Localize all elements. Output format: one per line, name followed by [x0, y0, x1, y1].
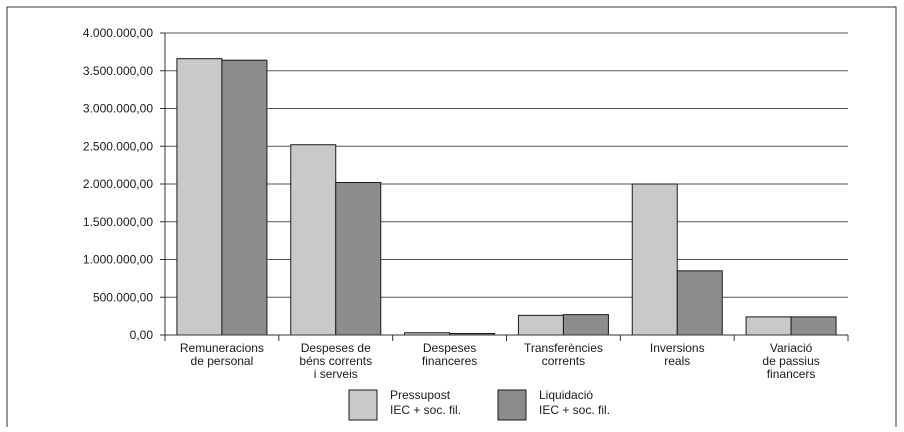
y-tick-label: 2.000.000,00: [83, 177, 153, 191]
y-tick-label: 1.500.000,00: [83, 215, 153, 229]
x-category-label: Inversions reals: [650, 341, 705, 368]
x-category-label-line: de passius: [762, 354, 819, 368]
bar: [790, 316, 837, 336]
bar: [676, 270, 723, 336]
legend-swatch: [497, 389, 527, 421]
y-tick-label: 500.000,00: [93, 290, 153, 304]
x-category-label-line: Variació: [770, 341, 813, 355]
legend-label: Liquidació IEC + soc. fil.: [539, 388, 610, 417]
bar: [517, 314, 564, 336]
y-tick-label: 3.500.000,00: [83, 64, 153, 78]
bar: [562, 314, 609, 336]
bar: [176, 58, 223, 336]
x-category-label-line: Inversions: [650, 341, 705, 355]
y-tick-label: 2.500.000,00: [83, 139, 153, 153]
x-category-label-line: Remuneracions: [180, 341, 264, 355]
bar: [745, 316, 792, 336]
x-category-label: Transferències corrents: [524, 341, 603, 368]
x-category-label: Despeses financeres: [422, 341, 477, 368]
bar: [290, 144, 337, 336]
y-tick-label: 1.000.000,00: [83, 253, 153, 267]
x-category-label-line: financeres: [422, 354, 477, 368]
y-tick-label: 3.000.000,00: [83, 102, 153, 116]
x-category-label-line: Despeses: [423, 341, 476, 355]
x-category-label-line: Despeses de: [301, 341, 371, 355]
x-category-label: Remuneracions de personal: [180, 341, 264, 368]
y-tick-label: 4.000.000,00: [83, 26, 153, 40]
axes: [164, 33, 849, 341]
x-category-label-line: corrents: [542, 354, 585, 368]
x-axis-category-labels: Remuneracions de personal Despeses de béns …: [180, 341, 820, 381]
legend: Pressupost IEC + soc. fil.Liquidació IEC +…: [348, 388, 610, 421]
x-category-label: Variació de passius financers: [762, 341, 819, 381]
y-axis-tick-labels: 0,00 500.000,00 1.000.000,00 1.500.000,00 2.…: [83, 26, 153, 342]
legend-swatch: [348, 389, 378, 421]
bar: [221, 59, 268, 336]
legend-label: Pressupost IEC + soc. fil.: [390, 388, 461, 417]
y-tick-label: 0,00: [130, 328, 154, 342]
x-category-label-line: béns corrents: [299, 354, 372, 368]
x-category-label-line: Transferències: [524, 341, 603, 355]
legend-label-line: Liquidació: [539, 388, 593, 402]
legend-label-line: IEC + soc. fil.: [390, 403, 461, 417]
chart-border: [6, 6, 897, 432]
bar: [335, 181, 382, 336]
x-category-label-line: de personal: [191, 354, 254, 368]
legend-label-line: IEC + soc. fil.: [539, 403, 610, 417]
x-category-label-line: reals: [664, 354, 690, 368]
gridlines: [160, 32, 848, 336]
x-category-label: Despeses de béns corrents i serveis: [299, 341, 372, 381]
bar: [631, 183, 678, 336]
x-category-label-line: financers: [767, 367, 816, 381]
legend-label-line: Pressupost: [390, 388, 451, 402]
bars: [176, 58, 837, 336]
x-category-label-line: i serveis: [314, 367, 358, 381]
